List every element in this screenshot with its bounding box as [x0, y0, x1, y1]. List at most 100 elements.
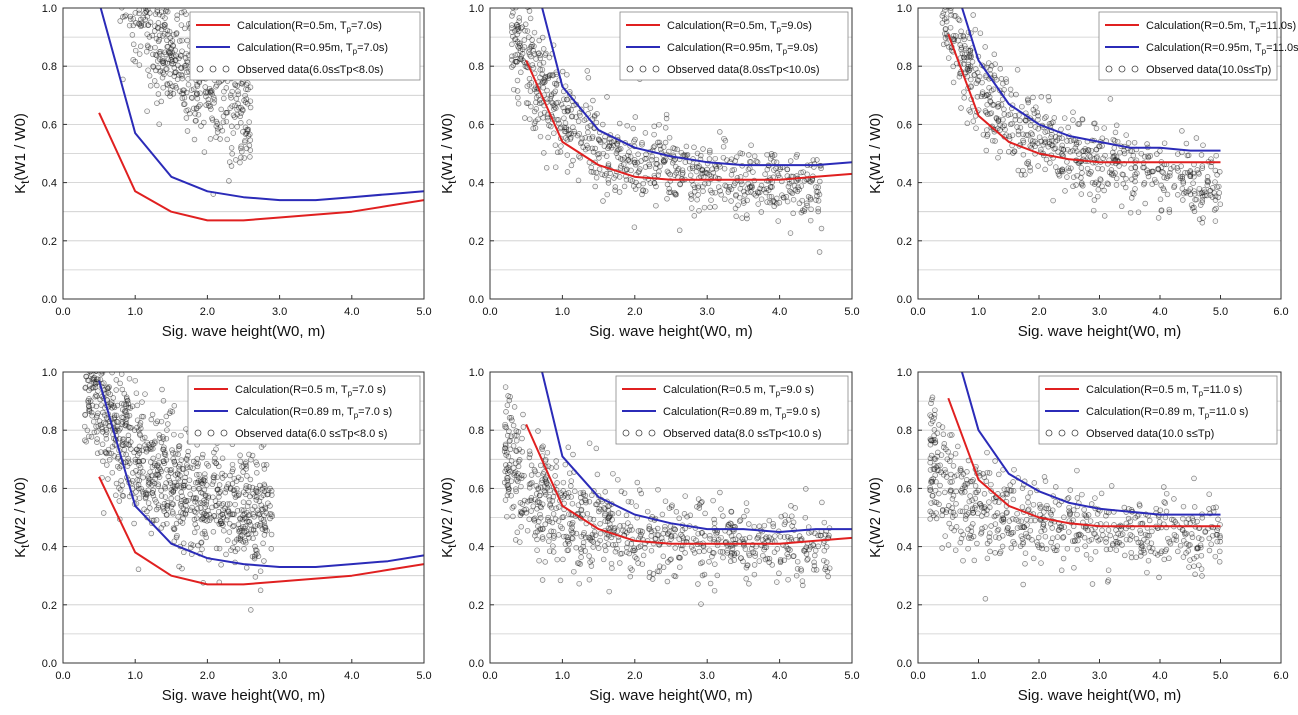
scatter-point: [983, 74, 989, 80]
scatter-point: [174, 16, 180, 22]
scatter-point: [1129, 533, 1135, 539]
scatter-point: [176, 446, 182, 452]
scatter-point: [648, 547, 655, 554]
scatter-point: [1083, 552, 1090, 558]
scatter-point: [235, 535, 242, 541]
scatter-point: [184, 58, 190, 64]
scatter-point: [172, 485, 178, 492]
scatter-point: [1217, 201, 1224, 207]
scatter-point: [1004, 527, 1010, 534]
scatter-point: [1070, 507, 1077, 513]
scatter-point: [976, 470, 983, 476]
scatter-point: [179, 95, 186, 102]
scatter-point: [1164, 191, 1171, 198]
scatter-point: [153, 67, 159, 74]
scatter-point: [142, 391, 148, 397]
scatter-point: [158, 439, 165, 446]
scatter-point: [743, 171, 749, 178]
scatter-point: [947, 1, 952, 6]
scatter-point: [1132, 165, 1139, 171]
scatter-point: [121, 436, 127, 442]
scatter-point: [978, 529, 985, 535]
scatter-point: [675, 166, 682, 172]
scatter-point: [639, 561, 646, 567]
scatter-point: [180, 87, 186, 93]
scatter-point: [1114, 138, 1121, 145]
scatter-point: [751, 571, 758, 578]
scatter-point: [1020, 151, 1027, 158]
scatter-point: [516, 457, 523, 463]
scatter-point: [565, 494, 571, 500]
scatter-point: [1074, 546, 1081, 553]
scatter-point: [569, 500, 576, 507]
scatter-point: [552, 164, 559, 170]
scatter-point: [1109, 170, 1115, 177]
scatter-point: [551, 535, 557, 541]
scatter-point: [781, 195, 787, 201]
scatter-point: [585, 75, 592, 81]
scatter-point: [787, 188, 793, 194]
scatter-point: [549, 519, 556, 526]
scatter-point: [104, 462, 110, 468]
scatter-point: [1127, 209, 1134, 216]
scatter-point: [1025, 499, 1031, 506]
scatter-point: [964, 66, 971, 73]
scatter-point: [578, 140, 584, 147]
scatter-point: [612, 184, 619, 190]
scatter-point: [1095, 181, 1102, 187]
scatter-point: [170, 456, 176, 462]
y-tick-label: 0.8: [42, 425, 57, 437]
scatter-point: [123, 451, 129, 458]
scatter-point: [110, 355, 115, 360]
scatter-point: [152, 44, 158, 51]
scatter-point: [564, 71, 570, 78]
scatter-point: [234, 124, 240, 130]
scatter-point: [731, 557, 738, 563]
scatter-point: [1211, 207, 1218, 213]
scatter-point: [523, 510, 530, 516]
scatter-point: [550, 528, 557, 535]
scatter-point: [707, 147, 713, 154]
scatter-point: [94, 436, 100, 442]
scatter-point: [239, 81, 246, 87]
scatter-point: [1035, 534, 1042, 541]
scatter-point: [142, 0, 147, 4]
scatter-point: [113, 480, 120, 487]
scatter-point: [1180, 503, 1187, 510]
scatter-point: [515, 429, 522, 435]
scatter-point: [194, 515, 200, 521]
scatter-point: [94, 429, 100, 435]
scatter-point: [1081, 506, 1087, 513]
scatter-point: [550, 511, 557, 517]
scatter-point: [175, 475, 181, 482]
scatter-point: [218, 106, 224, 113]
scatter-point: [573, 544, 579, 551]
scatter-point: [1157, 507, 1164, 513]
scatter-point: [1003, 132, 1010, 138]
scatter-point: [526, 49, 532, 55]
scatter-point: [224, 109, 231, 116]
scatter-point: [558, 143, 564, 149]
scatter-point: [602, 172, 608, 179]
scatter-point: [770, 523, 777, 530]
scatter-point: [598, 506, 604, 513]
scatter-point: [97, 355, 102, 360]
scatter-point: [1112, 534, 1119, 541]
scatter-point: [1158, 548, 1165, 555]
scatter-point: [1110, 542, 1116, 549]
scatter-point: [194, 463, 201, 470]
scatter-point: [571, 128, 578, 135]
scatter-point: [996, 471, 1002, 478]
scatter-point: [617, 146, 624, 152]
scatter-point: [546, 548, 553, 554]
scatter-point: [999, 543, 1006, 550]
scatter-point: [213, 545, 220, 552]
scatter-point: [188, 544, 194, 551]
scatter-point: [564, 96, 570, 103]
scatter-point: [947, 487, 954, 494]
scatter-point: [1208, 541, 1214, 547]
scatter-point: [767, 156, 774, 162]
scatter-point: [970, 12, 976, 18]
scatter-point: [1104, 180, 1111, 187]
scatter-point: [691, 213, 698, 219]
